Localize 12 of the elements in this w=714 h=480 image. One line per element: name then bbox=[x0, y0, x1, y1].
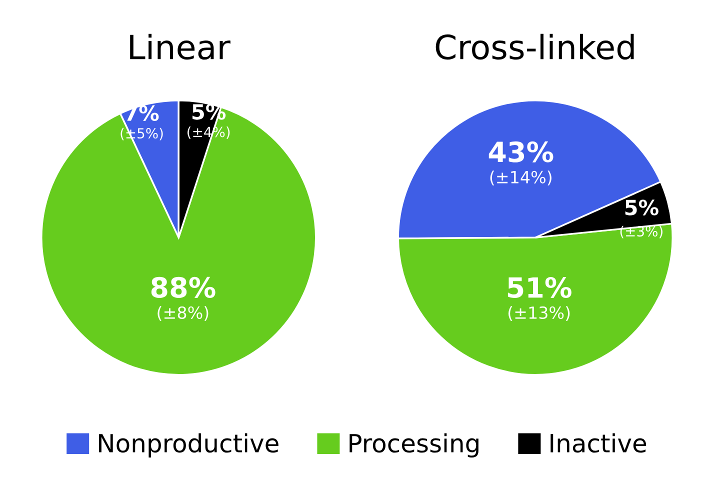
legend-label: Inactive bbox=[550, 433, 646, 453]
data-label: 51% bbox=[508, 276, 572, 298]
legend-label: Processing bbox=[350, 433, 478, 458]
text: (±8%) bbox=[158, 306, 208, 321]
text: (±14%) bbox=[490, 170, 552, 186]
data-label: 88% bbox=[151, 276, 216, 298]
data-label: 43% bbox=[488, 141, 554, 162]
chart-title: Cross-linked bbox=[436, 34, 634, 60]
text: (±13%) bbox=[508, 306, 570, 321]
data-label: 5% bbox=[625, 200, 658, 216]
legend-label: Nonproductive bbox=[99, 433, 278, 458]
chart-title: Linear bbox=[130, 34, 230, 60]
